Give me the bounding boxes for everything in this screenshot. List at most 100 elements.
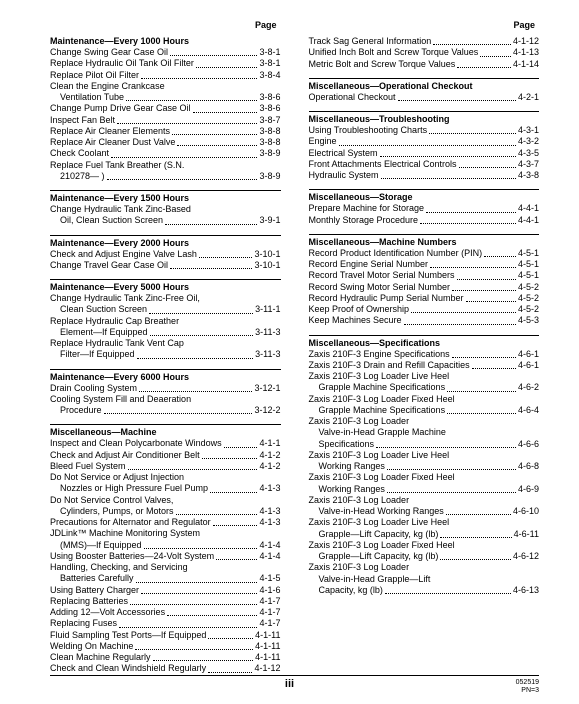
toc-entry: Grapple—Lift Capacity, kg (lb)4-6-11: [309, 529, 540, 540]
toc-entry: Engine4-3-2: [309, 136, 540, 147]
leader-dots: [170, 55, 257, 56]
toc-entry-label: Track Sag General Information: [309, 36, 432, 47]
toc-entry-label: Clean Machine Regularly: [50, 652, 151, 663]
leader-dots: [208, 638, 253, 639]
toc-entry: Replace Hydraulic Oil Tank Oil Filter3-8…: [50, 58, 281, 69]
toc-entry: Record Product Identification Number (PI…: [309, 248, 540, 259]
toc-entry-label: Zaxis 210F-3 Log Loader Live Heel: [309, 371, 450, 382]
toc-entry-page: 4-1-7: [259, 607, 280, 618]
footer-rule: [50, 675, 539, 676]
toc-entry: JDLink™ Machine Monitoring System: [50, 528, 281, 539]
leader-dots: [202, 458, 258, 459]
toc-entry-label: Replace Hydraulic Tank Vent Cap: [50, 338, 184, 349]
toc-entry: 210278— )3-8-9: [50, 171, 281, 182]
toc-column-left: Page Maintenance—Every 1000 HoursChange …: [50, 20, 281, 675]
toc-entry: Monthly Storage Procedure4-4-1: [309, 215, 540, 226]
toc-entry-label: Change Travel Gear Case Oil: [50, 260, 168, 271]
toc-entry-label: Do Not Service or Adjust Injection: [50, 472, 184, 483]
toc-entry: Change Travel Gear Case Oil3-10-1: [50, 260, 281, 271]
leader-dots: [446, 514, 511, 515]
leader-dots: [144, 548, 258, 549]
toc-entry: Hydraulic System4-3-8: [309, 170, 540, 181]
toc-entry-label: Cylinders, Pumps, or Motors: [60, 506, 174, 517]
toc-entry-page: 3-8-1: [259, 58, 280, 69]
toc-entry-page: 4-1-14: [513, 59, 539, 70]
footer-meta: 052519 PN=3: [516, 679, 539, 694]
toc-entry-label: Precautions for Alternator and Regulator: [50, 517, 211, 528]
leader-dots: [440, 559, 511, 560]
toc-entry-label: Nozzles or High Pressure Fuel Pump: [60, 483, 208, 494]
toc-entry-page: 3-8-1: [259, 47, 280, 58]
leader-dots: [224, 447, 258, 448]
toc-entry-page: 4-1-7: [259, 596, 280, 607]
toc-entry-label: Zaxis 210F-3 Log Loader Fixed Heel: [309, 540, 455, 551]
leader-dots: [153, 660, 254, 661]
toc-entry-page: 4-1-4: [259, 551, 280, 562]
toc-entry-label: Grapple Machine Specifications: [319, 382, 446, 393]
toc-entry-page: 4-3-5: [518, 148, 539, 159]
section-title: Miscellaneous—Specifications: [309, 335, 540, 348]
toc-entry-label: Keep Machines Secure: [309, 315, 402, 326]
toc-entry-label: Change Hydraulic Tank Zinc-Based: [50, 204, 191, 215]
leader-dots: [165, 224, 257, 225]
toc-entry: Welding On Machine4-1-11: [50, 641, 281, 652]
toc-entry: Do Not Service or Adjust Injection: [50, 472, 281, 483]
leader-dots: [429, 133, 516, 134]
toc-entry-page: 4-6-1: [518, 360, 539, 371]
toc-entry-label: Ventilation Tube: [60, 92, 124, 103]
toc-page: Page Maintenance—Every 1000 HoursChange …: [0, 0, 579, 675]
leader-dots: [387, 492, 516, 493]
toc-entry-page: 4-1-3: [259, 506, 280, 517]
toc-entry: Zaxis 210F-3 Log Loader: [309, 416, 540, 427]
toc-entry: Zaxis 210F-3 Log Loader Live Heel: [309, 517, 540, 528]
toc-entry: Inspect and Clean Polycarbonate Windows4…: [50, 438, 281, 449]
toc-entry: Unified Inch Bolt and Screw Torque Value…: [309, 47, 540, 58]
toc-entry-page: 4-1-7: [259, 618, 280, 629]
toc-entry-label: JDLink™ Machine Monitoring System: [50, 528, 200, 539]
footer-pn: PN=3: [516, 687, 539, 695]
toc-entry-label: Capacity, kg (lb): [319, 585, 383, 596]
toc-entry-label: Valve-in-Head Working Ranges: [319, 506, 444, 517]
toc-entry-page: 4-5-1: [518, 259, 539, 270]
toc-entry: Zaxis 210F-3 Log Loader Live Heel: [309, 450, 540, 461]
leader-dots: [466, 301, 516, 302]
toc-entry-page: 4-1-6: [259, 585, 280, 596]
toc-entry-label: Replace Hydraulic Cap Breather: [50, 316, 179, 327]
toc-entry-label: Zaxis 210F-3 Drain and Refill Capacities: [309, 360, 470, 371]
toc-entry: Using Troubleshooting Charts4-3-1: [309, 125, 540, 136]
toc-entry: Front Attachments Electrical Controls4-3…: [309, 159, 540, 170]
toc-entry-label: Working Ranges: [319, 461, 385, 472]
toc-entry-label: Using Troubleshooting Charts: [309, 125, 428, 136]
toc-entry-label: Valve-in-Head Grapple Machine: [319, 427, 446, 438]
toc-entry-page: 3-9-1: [259, 215, 280, 226]
leader-dots: [135, 649, 253, 650]
toc-entry-page: 3-8-9: [259, 148, 280, 159]
toc-entry-page: 3-8-8: [259, 137, 280, 148]
leader-dots: [136, 582, 258, 583]
page-header: Page: [50, 20, 281, 30]
toc-entry: Replace Hydraulic Tank Vent Cap: [50, 338, 281, 349]
toc-entry: Replace Air Cleaner Dust Valve3-8-8: [50, 137, 281, 148]
toc-entry-label: Zaxis 210F-3 Log Loader Live Heel: [309, 450, 450, 461]
toc-entry-page: 3-8-4: [259, 70, 280, 81]
toc-entry: Valve-in-Head Grapple—Lift: [309, 574, 540, 585]
toc-entry-label: Clean Suction Screen: [60, 304, 147, 315]
toc-entry-label: Procedure: [60, 405, 102, 416]
toc-entry: Change Hydraulic Tank Zinc-Based: [50, 204, 281, 215]
toc-entry: Clean Machine Regularly4-1-11: [50, 652, 281, 663]
toc-entry-page: 4-5-2: [518, 282, 539, 293]
toc-entry-page: 4-6-9: [518, 484, 539, 495]
leader-dots: [430, 267, 516, 268]
toc-entry: Drain Cooling System3-12-1: [50, 383, 281, 394]
toc-entry: Check and Adjust Engine Valve Lash3-10-1: [50, 249, 281, 260]
toc-entry-label: Valve-in-Head Grapple—Lift: [319, 574, 431, 585]
toc-entry-page: 4-1-5: [259, 573, 280, 584]
toc-entry-label: Operational Checkout: [309, 92, 396, 103]
section-title: Maintenance—Every 2000 Hours: [50, 235, 281, 248]
toc-entry: Zaxis 210F-3 Engine Specifications4-6-1: [309, 349, 540, 360]
toc-entry-page: 4-1-1: [259, 438, 280, 449]
toc-entry: Valve-in-Head Grapple Machine: [309, 427, 540, 438]
leader-dots: [126, 100, 257, 101]
leader-dots: [440, 537, 511, 538]
leader-dots: [447, 413, 516, 414]
